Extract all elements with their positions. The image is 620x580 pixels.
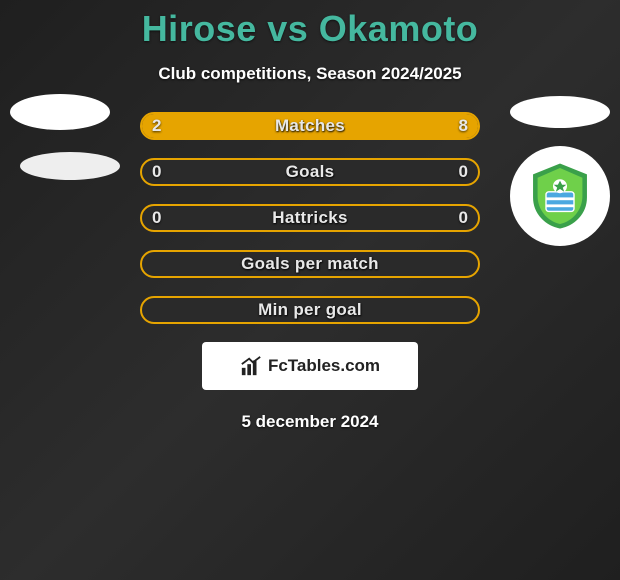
shield-crest-icon <box>525 161 595 231</box>
stat-label: Goals <box>142 160 478 184</box>
stat-row: Goals per match <box>140 250 480 278</box>
stat-value-right: 0 <box>449 160 478 184</box>
stat-label: Matches <box>142 114 478 138</box>
stat-row: Matches2 8 <box>140 112 480 140</box>
stat-label: Min per goal <box>142 298 478 322</box>
stat-value-right: 0 <box>449 206 478 230</box>
stats-area: Matches28Goals00Hattricks00Goals per mat… <box>0 112 620 324</box>
team-right-badge-1 <box>510 96 610 128</box>
stat-row: Hattricks0 0 <box>140 204 480 232</box>
stat-bars: Matches28Goals00Hattricks00Goals per mat… <box>140 112 480 324</box>
bar-chart-icon <box>240 355 262 377</box>
stat-row: Min per goal <box>140 296 480 324</box>
stat-value-left: 0 <box>142 160 171 184</box>
stat-value-left: 2 <box>142 114 171 138</box>
stat-value-left: 0 <box>142 206 171 230</box>
stat-label: Goals per match <box>142 252 478 276</box>
team-left-badge-2 <box>20 152 120 180</box>
page-title: Hirose vs Okamoto <box>0 0 620 50</box>
team-right-badge-2 <box>510 146 610 246</box>
stat-label: Hattricks <box>142 206 478 230</box>
team-left-badge-1 <box>10 94 110 130</box>
stat-value-right: 8 <box>449 114 478 138</box>
stat-row: Goals0 0 <box>140 158 480 186</box>
branding-text: FcTables.com <box>268 356 380 376</box>
date-text: 5 december 2024 <box>0 412 620 432</box>
branding-box[interactable]: FcTables.com <box>202 342 418 390</box>
subtitle: Club competitions, Season 2024/2025 <box>0 64 620 84</box>
